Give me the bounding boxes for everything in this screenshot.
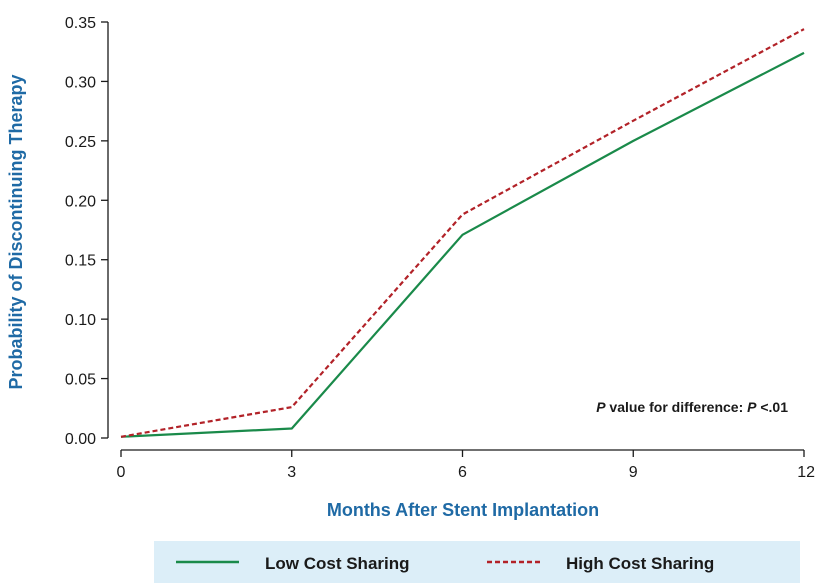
y-tick-label: 0.05 xyxy=(65,372,96,389)
series-layer xyxy=(120,28,805,438)
legend-background xyxy=(154,541,800,583)
y-tick-label: 0.10 xyxy=(65,312,96,329)
y-tick-label: 0.25 xyxy=(65,134,96,151)
legend: Low Cost Sharing High Cost Sharing xyxy=(154,541,800,583)
annotation-p-italic: P xyxy=(596,399,606,415)
y-axis: 0.00 0.05 0.10 0.15 0.20 0.25 0.30 0.35 xyxy=(65,15,109,448)
annotation-stat-italic: P xyxy=(747,399,757,415)
y-axis-title: Probability of Discontinuing Therapy xyxy=(6,74,26,389)
x-axis-title: Months After Stent Implantation xyxy=(327,500,599,520)
annotation-middle: value for difference: xyxy=(606,399,748,415)
x-tick-label: 12 xyxy=(797,464,815,481)
x-axis: 0 3 6 9 12 xyxy=(117,449,815,481)
x-tick-label: 6 xyxy=(458,464,467,481)
y-tick-label: 0.20 xyxy=(65,193,96,210)
legend-label-low-cost-sharing: Low Cost Sharing xyxy=(265,554,410,573)
series-line-high-cost-sharing xyxy=(120,28,805,438)
y-tick-label: 0.35 xyxy=(65,15,96,32)
annotation-suffix: <.01 xyxy=(756,399,788,415)
x-tick-label: 0 xyxy=(117,464,126,481)
x-tick-label: 9 xyxy=(629,464,638,481)
y-tick-label: 0.30 xyxy=(65,74,96,91)
p-value-annotation: P value for difference: P <.01 xyxy=(596,399,788,415)
y-tick-label: 0.15 xyxy=(65,253,96,270)
x-tick-label: 3 xyxy=(287,464,296,481)
y-tick-label: 0.00 xyxy=(65,431,96,448)
series-line-low-cost-sharing xyxy=(120,51,805,438)
legend-label-high-cost-sharing: High Cost Sharing xyxy=(566,554,714,573)
